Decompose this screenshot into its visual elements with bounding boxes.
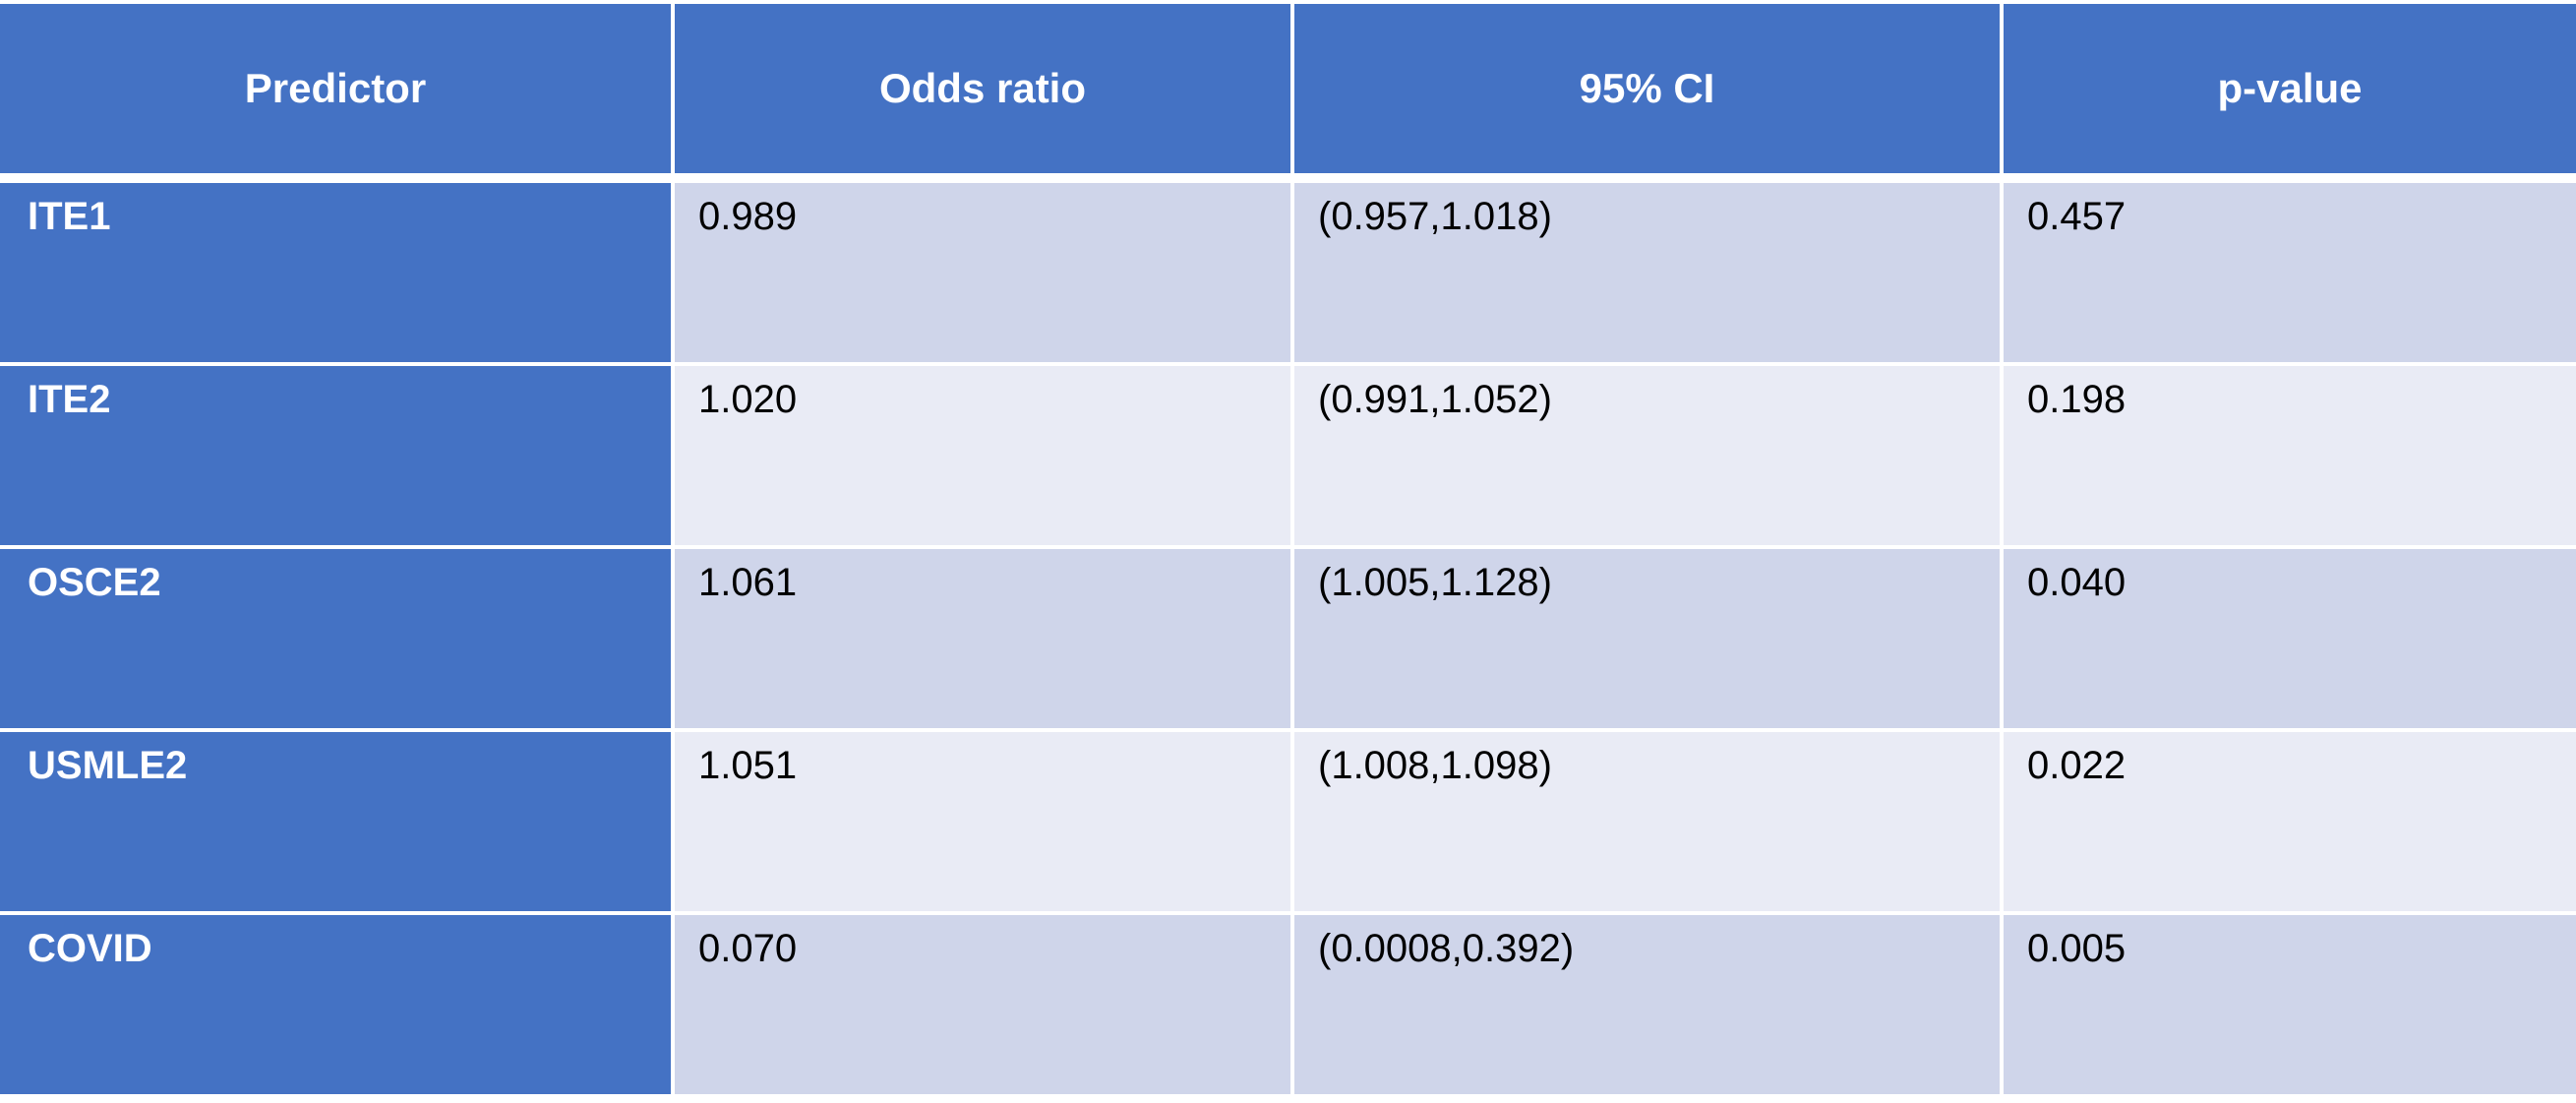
column-header-ci: 95% CI xyxy=(1294,0,2004,183)
predictor-cell: OSCE2 xyxy=(0,549,675,732)
ci-cell: (0.957,1.018) xyxy=(1294,183,2004,366)
odds-ratio-cell: 1.020 xyxy=(675,366,1294,549)
ci-cell: (0.991,1.052) xyxy=(1294,366,2004,549)
p-value-cell: 0.457 xyxy=(2004,183,2576,366)
column-header-predictor: Predictor xyxy=(0,0,675,183)
ci-cell: (1.005,1.128) xyxy=(1294,549,2004,732)
p-value-cell: 0.198 xyxy=(2004,366,2576,549)
ci-cell: (0.0008,0.392) xyxy=(1294,915,2004,1098)
predictor-cell: ITE1 xyxy=(0,183,675,366)
predictor-cell: COVID xyxy=(0,915,675,1098)
odds-ratio-cell: 1.051 xyxy=(675,732,1294,915)
predictor-cell: ITE2 xyxy=(0,366,675,549)
ci-cell: (1.008,1.098) xyxy=(1294,732,2004,915)
table-row: OSCE2 1.061 (1.005,1.128) 0.040 xyxy=(0,549,2576,732)
odds-ratio-cell: 1.061 xyxy=(675,549,1294,732)
column-header-p-value: p-value xyxy=(2004,0,2576,183)
odds-ratio-cell: 0.989 xyxy=(675,183,1294,366)
table-row: USMLE2 1.051 (1.008,1.098) 0.022 xyxy=(0,732,2576,915)
odds-ratio-cell: 0.070 xyxy=(675,915,1294,1098)
table-row: COVID 0.070 (0.0008,0.392) 0.005 xyxy=(0,915,2576,1098)
column-header-odds-ratio: Odds ratio xyxy=(675,0,1294,183)
p-value-cell: 0.005 xyxy=(2004,915,2576,1098)
predictor-cell: USMLE2 xyxy=(0,732,675,915)
p-value-cell: 0.040 xyxy=(2004,549,2576,732)
table-header-row: Predictor Odds ratio 95% CI p-value xyxy=(0,0,2576,183)
table-row: ITE2 1.020 (0.991,1.052) 0.198 xyxy=(0,366,2576,549)
table-row: ITE1 0.989 (0.957,1.018) 0.457 xyxy=(0,183,2576,366)
p-value-cell: 0.022 xyxy=(2004,732,2576,915)
